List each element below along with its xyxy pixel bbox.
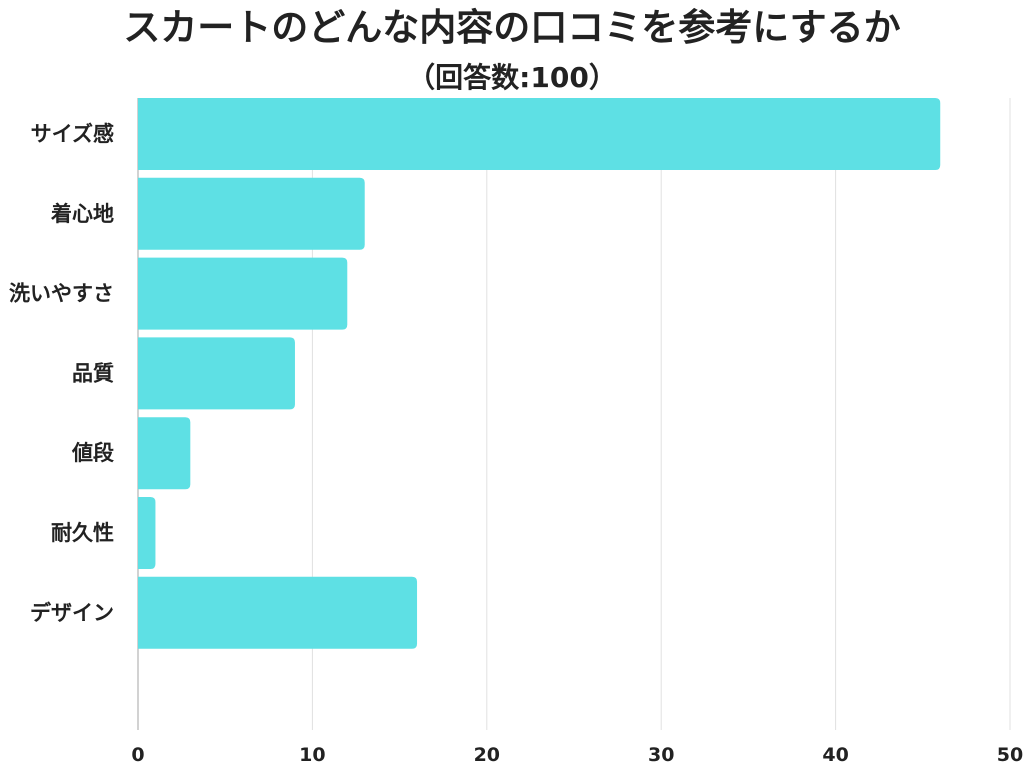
bar-1 — [138, 98, 941, 170]
x-tick-label: 0 — [131, 744, 144, 766]
category-label: 耐久性 — [51, 521, 114, 545]
bar-7 — [138, 576, 418, 649]
category-label: 着心地 — [50, 202, 114, 226]
category-label: 洗いやすさ — [9, 282, 114, 306]
bar-5 — [138, 417, 191, 490]
category-label: デザイン — [30, 601, 114, 625]
bar-2 — [138, 177, 365, 250]
bars — [138, 98, 941, 649]
x-tick-label: 40 — [822, 744, 848, 766]
category-label: サイズ感 — [31, 122, 114, 146]
x-tick-label: 50 — [997, 744, 1023, 766]
x-tick-label: 20 — [474, 744, 500, 766]
category-label: 品質 — [72, 361, 114, 385]
chart-title: スカートのどんな内容の口コミを参考にするか — [123, 6, 901, 49]
x-tick-label: 30 — [648, 744, 674, 766]
x-tick-labels: 0 10 20 30 40 50 — [131, 744, 1023, 766]
bar-3 — [138, 257, 348, 330]
x-tick-label: 10 — [299, 744, 325, 766]
bar-6 — [138, 497, 156, 569]
bar-4 — [138, 337, 295, 410]
chart-subtitle: （回答数:100） — [407, 61, 617, 94]
category-label: 値段 — [71, 441, 114, 465]
